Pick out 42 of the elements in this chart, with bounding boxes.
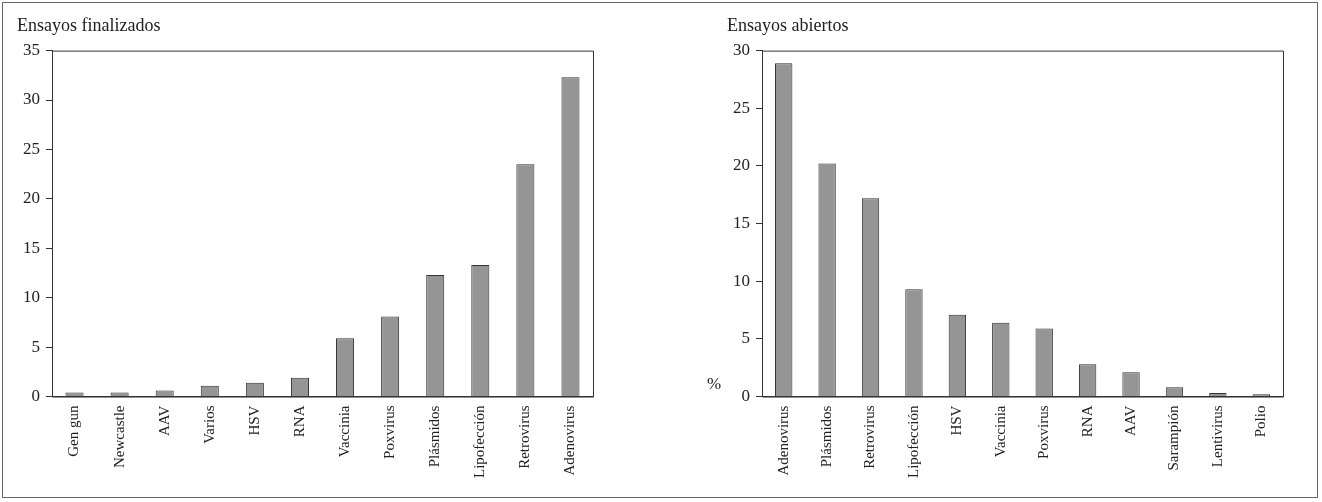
y-tick-label: 25	[23, 138, 40, 158]
y-tick-label: 30	[733, 40, 750, 60]
x-tick-label: Plásmidos	[818, 405, 835, 468]
y-axis-title: %	[707, 374, 722, 393]
x-tick-label: Polio	[1252, 405, 1269, 438]
x-tick-label: Gen gun	[65, 405, 82, 457]
x-tick-label: Poxvirus	[381, 405, 398, 459]
x-tick-label: HSV	[948, 405, 965, 436]
x-tick-label: AAV	[155, 405, 172, 437]
chart-title: Ensayos abiertos	[727, 14, 849, 35]
y-tick-label: 30	[23, 89, 40, 109]
y-tick-label: 15	[23, 237, 40, 257]
y-tick-label: 10	[733, 270, 750, 290]
y-tick-label: 20	[23, 188, 40, 208]
x-tick-label: AAV	[1121, 405, 1138, 437]
y-tick-label: 20	[733, 155, 750, 175]
x-tick-label: Newcastle	[110, 405, 127, 468]
x-tick-label: Sarampión	[1165, 405, 1182, 471]
x-tick-label: RNA	[1078, 405, 1095, 438]
x-tick-label: Plásmidos	[426, 405, 443, 468]
chart-title: Ensayos finalizados	[17, 14, 161, 35]
y-tick-label: 35	[23, 40, 40, 60]
y-tick-label: 5	[31, 336, 40, 356]
y-tick-label: 0	[741, 386, 750, 405]
x-tick-label: Vaccinia	[991, 405, 1008, 458]
x-tick-label: Lipofección	[471, 405, 488, 478]
y-tick-label: 25	[733, 97, 750, 117]
x-tick-label: HSV	[245, 405, 262, 436]
y-tick-label: 15	[733, 213, 750, 233]
x-tick-label: Poxvirus	[1035, 405, 1052, 459]
y-tick-label: 0	[31, 386, 40, 405]
x-tick-label: Varios	[200, 405, 217, 444]
y-tick-label: 10	[23, 287, 40, 307]
y-tick-label: 5	[741, 328, 750, 348]
x-tick-label: RNA	[290, 405, 307, 438]
x-tick-label: Retrovirus	[861, 405, 878, 469]
x-tick-label: Adenovirus	[774, 405, 791, 476]
x-tick-label: Lipofección	[904, 405, 921, 478]
x-tick-label: Adenovirus	[561, 405, 578, 476]
x-tick-label: Lentivirus	[1208, 405, 1225, 468]
x-tick-label: Retrovirus	[516, 405, 533, 469]
x-tick-label: Vaccinia	[335, 405, 352, 458]
